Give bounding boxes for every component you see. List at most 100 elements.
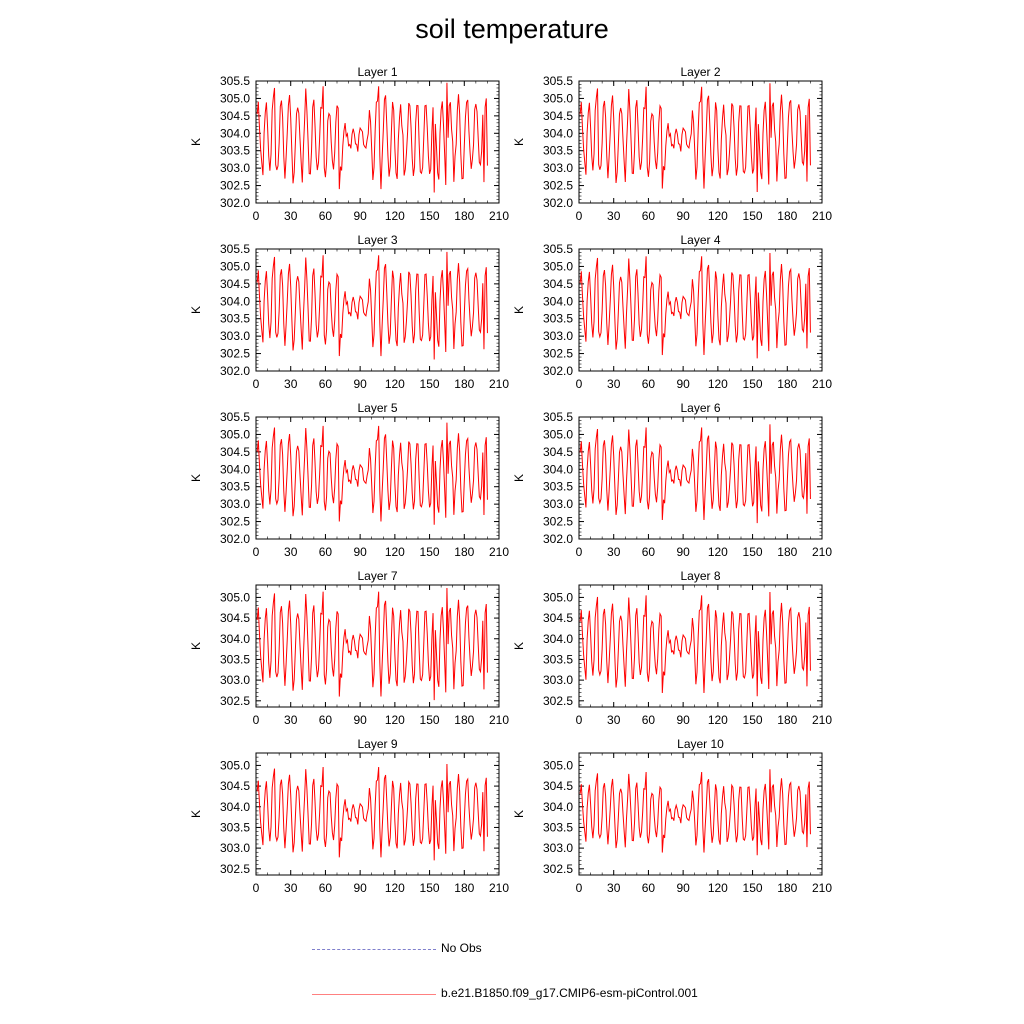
- x-tick-label: 180: [777, 377, 797, 391]
- y-tick-label: 304.0: [220, 294, 250, 308]
- x-tick-label: 30: [284, 209, 298, 223]
- plot-frame: [255, 416, 500, 540]
- y-tick-label: 303.5: [543, 312, 573, 326]
- y-tick-label: 305.5: [220, 410, 250, 424]
- y-tick-label: 303.5: [543, 144, 573, 158]
- y-tick-label: 304.5: [220, 779, 250, 793]
- x-tick-label: 0: [253, 209, 260, 223]
- y-tick-label: 305.5: [220, 74, 250, 88]
- x-tick-label: 60: [642, 545, 656, 559]
- x-tick-label: 210: [812, 377, 832, 391]
- y-tick-label: 303.0: [543, 329, 573, 343]
- y-tick-label: 304.0: [220, 632, 250, 646]
- x-tick-label: 60: [642, 713, 656, 727]
- panel-title: Layer 5: [357, 401, 397, 415]
- x-tick-label: 180: [777, 209, 797, 223]
- x-tick-label: 60: [642, 881, 656, 895]
- y-tick-label: 304.5: [220, 277, 250, 291]
- y-tick-label: 303.0: [543, 497, 573, 511]
- y-axis-label: K: [512, 810, 526, 818]
- panel-title: Layer 2: [680, 65, 720, 79]
- y-tick-label: 304.0: [543, 294, 573, 308]
- y-tick-label: 304.0: [220, 126, 250, 140]
- x-tick-label: 150: [420, 377, 440, 391]
- series-line-model: [579, 252, 811, 359]
- x-tick-label: 120: [385, 545, 405, 559]
- y-tick-label: 303.5: [220, 312, 250, 326]
- y-tick-label: 302.5: [220, 694, 250, 708]
- y-tick-label: 305.0: [220, 91, 250, 105]
- y-tick-label: 303.0: [543, 161, 573, 175]
- x-tick-label: 90: [353, 209, 367, 223]
- y-tick-label: 302.5: [220, 179, 250, 193]
- panel-title: Layer 10: [677, 737, 724, 751]
- y-tick-label: 302.5: [543, 694, 573, 708]
- x-tick-label: 150: [743, 545, 763, 559]
- x-tick-label: 120: [385, 209, 405, 223]
- x-tick-label: 150: [420, 209, 440, 223]
- x-tick-label: 210: [812, 209, 832, 223]
- x-tick-label: 150: [743, 881, 763, 895]
- x-tick-label: 150: [420, 545, 440, 559]
- y-tick-label: 304.5: [220, 445, 250, 459]
- y-tick-label: 305.0: [543, 91, 573, 105]
- y-tick-label: 304.5: [220, 109, 250, 123]
- panel-title: Layer 8: [680, 569, 720, 583]
- x-tick-label: 0: [576, 209, 583, 223]
- panel-layer-7: Layer 7 K 302.5 303.0 303.5 304.0 304.5 305.0 0 3…: [189, 569, 509, 727]
- x-tick-label: 90: [676, 545, 690, 559]
- x-tick-label: 0: [576, 545, 583, 559]
- y-tick-label: 305.0: [220, 259, 250, 273]
- x-tick-label: 210: [812, 713, 832, 727]
- y-tick-label: 302.0: [220, 196, 250, 210]
- x-tick-label: 120: [385, 377, 405, 391]
- y-tick-label: 303.0: [220, 497, 250, 511]
- x-tick-label: 60: [642, 209, 656, 223]
- x-tick-label: 120: [708, 209, 728, 223]
- y-axis-label: K: [512, 138, 526, 146]
- x-tick-label: 0: [253, 881, 260, 895]
- y-tick-label: 303.5: [220, 652, 250, 666]
- panel-layer-6: Layer 6 K 302.0 302.5 303.0 303.5 304.0 304.5 30…: [512, 401, 832, 559]
- x-tick-label: 120: [708, 545, 728, 559]
- series-line-model: [256, 251, 488, 360]
- y-tick-label: 305.5: [543, 410, 573, 424]
- x-tick-label: 30: [607, 713, 621, 727]
- y-tick-label: 302.5: [220, 515, 250, 529]
- y-tick-label: 303.0: [220, 673, 250, 687]
- plot-frame: [255, 584, 500, 708]
- x-tick-label: 120: [708, 713, 728, 727]
- y-tick-label: 302.0: [543, 364, 573, 378]
- plot-frame: [255, 752, 500, 876]
- x-tick-label: 210: [489, 881, 509, 895]
- x-tick-label: 150: [743, 377, 763, 391]
- x-tick-label: 60: [319, 377, 333, 391]
- x-tick-label: 180: [454, 209, 474, 223]
- series-line-model: [579, 83, 811, 193]
- x-tick-label: 210: [489, 545, 509, 559]
- panel-title: Layer 9: [357, 737, 397, 751]
- x-tick-label: 0: [253, 713, 260, 727]
- x-tick-label: 180: [777, 545, 797, 559]
- x-tick-label: 90: [676, 377, 690, 391]
- x-tick-label: 30: [607, 545, 621, 559]
- y-axis-label: K: [512, 474, 526, 482]
- panel-title: Layer 3: [357, 233, 397, 247]
- y-tick-label: 303.0: [543, 673, 573, 687]
- panel-layer-9: Layer 9 K 302.5 303.0 303.5 304.0 304.5 305.0 0 3…: [189, 737, 509, 895]
- x-tick-label: 120: [385, 713, 405, 727]
- x-tick-label: 150: [743, 209, 763, 223]
- panel-layer-3: Layer 3 K 302.0 302.5 303.0 303.5 304.0 304.5 30…: [189, 233, 509, 391]
- y-tick-label: 304.5: [543, 109, 573, 123]
- x-tick-label: 30: [284, 377, 298, 391]
- plot-frame: [578, 248, 823, 372]
- legend-obs-line: [312, 949, 436, 950]
- x-tick-label: 0: [576, 881, 583, 895]
- page-title: soil temperature: [415, 14, 609, 44]
- y-tick-label: 305.0: [543, 427, 573, 441]
- x-tick-label: 150: [420, 881, 440, 895]
- x-tick-label: 180: [454, 377, 474, 391]
- y-tick-label: 305.5: [543, 74, 573, 88]
- y-tick-label: 305.5: [543, 242, 573, 256]
- x-tick-label: 30: [284, 713, 298, 727]
